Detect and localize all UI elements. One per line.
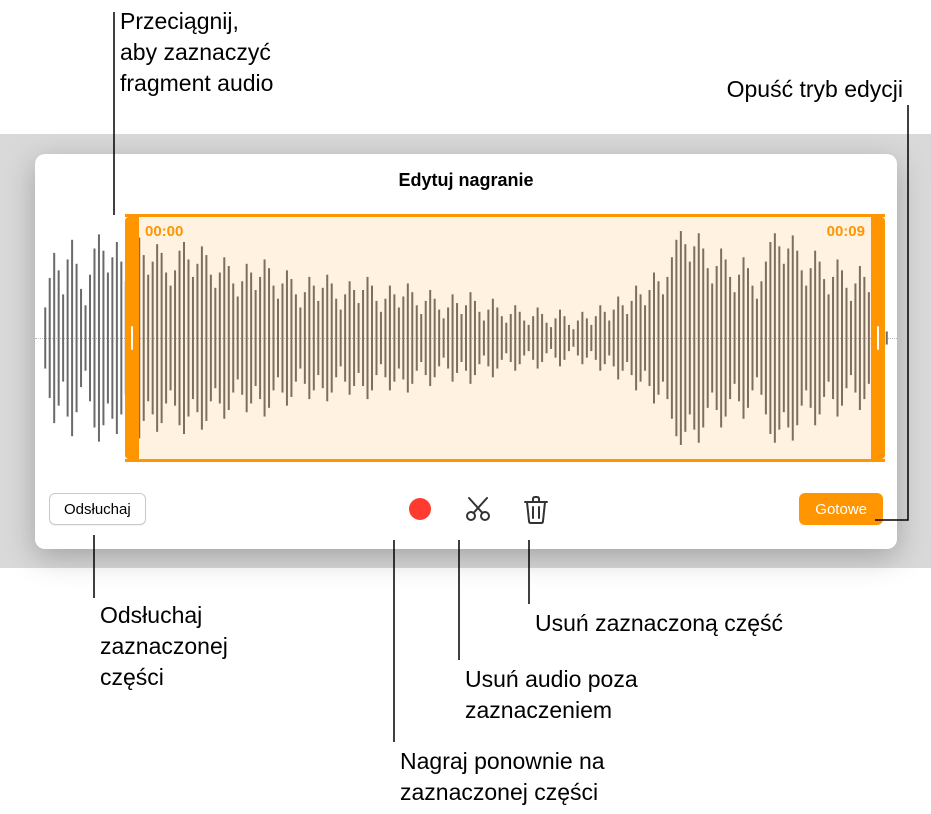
controls-row: Odsłuchaj Gotowe bbox=[35, 487, 897, 531]
waveform-area[interactable]: 00:00 00:09 bbox=[35, 214, 897, 462]
preview-button[interactable]: Odsłuchaj bbox=[49, 493, 146, 525]
record-icon bbox=[406, 495, 434, 523]
done-button[interactable]: Gotowe bbox=[799, 493, 883, 525]
annotation-exit-edit: Opuść tryb edycji bbox=[727, 74, 903, 105]
trash-icon bbox=[522, 494, 550, 524]
selection-end-time: 00:09 bbox=[827, 223, 865, 240]
annotation-delete: Usuń zaznaczoną część bbox=[535, 608, 783, 639]
annotation-trim: Usuń audio pozazaznaczeniem bbox=[465, 664, 638, 726]
selection-handle-right[interactable] bbox=[871, 217, 885, 459]
record-button[interactable] bbox=[398, 487, 442, 531]
trim-button[interactable] bbox=[456, 487, 500, 531]
edit-recording-panel: Edytuj nagranie 00:00 00:09 Odsłuchaj bbox=[35, 154, 897, 549]
selection-box[interactable]: 00:00 00:09 bbox=[125, 214, 885, 462]
drag-handle-icon bbox=[877, 326, 879, 350]
panel-title: Edytuj nagranie bbox=[35, 170, 897, 191]
drag-handle-icon bbox=[131, 326, 133, 350]
selection-handle-left[interactable] bbox=[125, 217, 139, 459]
scissors-icon bbox=[463, 494, 493, 524]
annotation-drag-select: Przeciągnij,aby zaznaczyćfragment audio bbox=[120, 6, 273, 99]
selection-start-time: 00:00 bbox=[145, 223, 183, 240]
annotation-rerecord: Nagraj ponownie nazaznaczonej części bbox=[400, 746, 605, 808]
annotation-preview: Odsłuchajzaznaczonejczęści bbox=[100, 600, 228, 693]
delete-button[interactable] bbox=[514, 487, 558, 531]
